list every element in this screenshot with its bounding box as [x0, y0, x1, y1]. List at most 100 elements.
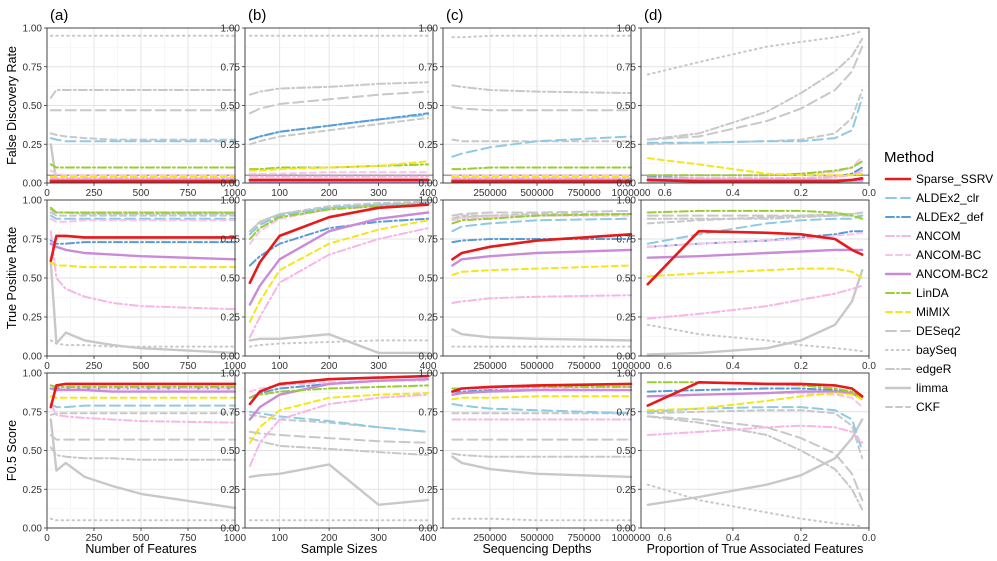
series-line-ancom-bc: [248, 171, 430, 175]
series-line-aldex2-clr: [49, 137, 236, 143]
series-line-ancom-bc2: [49, 242, 237, 261]
y-tick-label: 0.50: [617, 446, 637, 457]
legend-item: DESeq2: [885, 324, 961, 338]
series-line-linda: [451, 166, 632, 171]
series-line-deseq2: [646, 415, 864, 502]
y-tick-label: 0.50: [221, 101, 241, 112]
y-tick-label: 0.50: [419, 446, 439, 457]
x-tick-label: 400: [420, 533, 437, 544]
series-line-aldex2-def: [248, 112, 430, 141]
y-tick-label: 1.00: [617, 369, 637, 380]
series-line-aldex2-clr: [49, 214, 236, 220]
x-tick-label: 0.4: [726, 188, 740, 199]
series-line-ckf: [49, 132, 236, 141]
y-tick-label: 0.50: [23, 101, 43, 112]
series-line-limma: [646, 269, 864, 356]
series-line-ckf: [646, 409, 864, 460]
x-tick-label: 250: [86, 188, 103, 199]
series-line-aldex2-clr: [49, 403, 236, 409]
x-axis-title: Proportion of True Associated Features: [647, 542, 864, 556]
panel-r3-c3: 0.00 0.25 0.50 0.75 1.00 250000 500000 750000 10…: [419, 369, 651, 545]
series-line-limma: [646, 418, 864, 506]
series-line-aldex2-clr: [248, 113, 430, 141]
series-line-linda: [49, 384, 236, 388]
y-tick-label: 0.75: [617, 407, 637, 418]
legend-item: Sparse_SSRV: [884, 172, 993, 186]
panel-label-4: (d): [644, 7, 662, 24]
series-line-limma: [248, 463, 430, 506]
x-tick-label: 500000: [520, 361, 554, 372]
series-line-linda: [49, 163, 236, 169]
legend-label: limma: [916, 381, 948, 395]
x-tick-label: 100: [271, 533, 288, 544]
x-tick-label: 250000: [473, 188, 507, 199]
y-tick-label: 0.00: [617, 352, 637, 363]
x-tick-label: 100: [271, 361, 288, 372]
panel-r3-c4: 0.00 0.25 0.50 0.75 1.00 0.6 0.4 0.2 0.0: [617, 369, 877, 545]
legend-item: LinDA: [885, 286, 949, 300]
legend-label: CKF: [916, 400, 940, 414]
series-line-aldex2-clr: [451, 217, 632, 233]
legend-item: ALDEx2_def: [885, 210, 984, 224]
series-line-mimix: [451, 395, 632, 401]
panel-r1-c4: 0.00 0.25 0.50 0.75 1.00 0.6 0.4 0.2 0.0: [617, 24, 877, 200]
panel-r2-c3: 0.00 0.25 0.50 0.75 1.00 250000 500000 750000 10…: [419, 196, 651, 373]
y-tick-label: 0.00: [419, 179, 439, 190]
y-tick-label: 0.75: [23, 235, 43, 246]
series-line-ckf: [248, 200, 430, 233]
x-tick-label: 300: [370, 533, 387, 544]
series-line-bayseq: [646, 323, 864, 353]
y-tick-label: 0.25: [419, 140, 439, 151]
series-line-mimix: [646, 392, 864, 412]
series-line-mimix: [49, 261, 236, 269]
series-line-mimix: [646, 157, 864, 177]
panel-border: [442, 372, 632, 529]
x-tick-label: 750: [180, 533, 197, 544]
x-tick-label: 500: [133, 361, 150, 372]
x-tick-label: 100: [271, 188, 288, 199]
series-line-aldex2-clr: [646, 96, 864, 144]
x-axis-title: Sample Sizes: [301, 542, 377, 556]
y-tick-label: 0.25: [221, 485, 241, 496]
series-line-ckf: [646, 211, 864, 225]
x-tick-label: 250: [86, 533, 103, 544]
x-tick-label: 0.2: [794, 361, 808, 372]
y-tick-label: 1.00: [419, 24, 439, 35]
series-line-sparse-ssrv: [646, 380, 864, 407]
x-tick-label: 0.0: [862, 188, 876, 199]
series-line-aldex2-clr: [248, 202, 430, 236]
x-tick-label: 500000: [520, 533, 554, 544]
series-line-deseq2: [248, 90, 430, 115]
y-tick-label: 0.75: [617, 235, 637, 246]
series-line-ancom-bc: [49, 217, 236, 223]
series-line-sparse-ssrv: [451, 382, 633, 393]
series-line-ancom-bc2: [248, 211, 430, 306]
series-line-ckf: [248, 413, 430, 433]
series-line-edger: [451, 452, 632, 458]
series-line-ancom: [646, 284, 864, 320]
series-line-ancom-bc: [49, 169, 236, 177]
y-tick-label: 0.25: [23, 485, 43, 496]
y-axis-title: True Positive Rate: [5, 227, 19, 329]
series-line-deseq2: [646, 45, 864, 141]
legend-item: ALDEx2_clr: [885, 191, 979, 205]
y-tick-label: 0.25: [419, 313, 439, 324]
y-tick-label: 0.25: [617, 485, 637, 496]
x-tick-label: 0.4: [726, 361, 740, 372]
x-tick-label: 0.0: [862, 361, 876, 372]
x-tick-label: 0: [44, 188, 50, 199]
series-line-ancom-bc2: [451, 248, 633, 267]
series-line-mimix: [248, 392, 430, 444]
panel-border: [244, 27, 434, 184]
panel-r2-c2: 0.00 0.25 0.50 0.75 1.00 100 200 300 400: [221, 196, 437, 373]
series-line-linda: [646, 160, 864, 177]
series-line-deseq2: [248, 430, 430, 444]
x-tick-label: 0.2: [794, 188, 808, 199]
legend-item: baySeq: [885, 343, 957, 357]
panel-border: [46, 199, 236, 357]
y-tick-label: 0.00: [221, 352, 241, 363]
legend-label: ANCOM: [916, 229, 961, 243]
series-line-bayseq: [451, 517, 632, 522]
legend: Method Sparse_SSRV ALDEx2_clr ALDEx2_def ANC…: [884, 149, 993, 414]
y-tick-label: 1.00: [23, 24, 43, 35]
